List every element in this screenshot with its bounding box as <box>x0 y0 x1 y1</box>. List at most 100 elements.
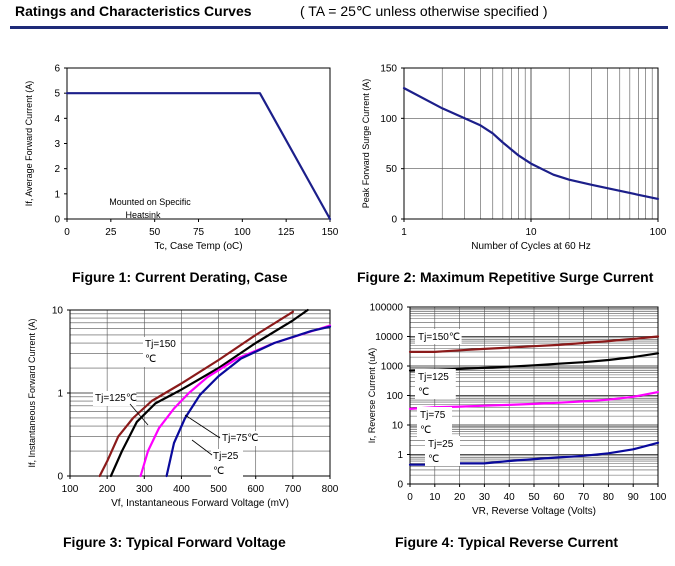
y-tick-label: 150 <box>380 64 397 75</box>
y-tick-label: 0 <box>57 472 63 483</box>
curve-label-tj: Tj=25 <box>428 439 454 450</box>
x-tick-label: 125 <box>278 227 295 238</box>
y-tick-label: 100 <box>386 391 403 402</box>
curve-label-tj: ℃ <box>420 425 431 436</box>
y-tick-label: 0 <box>54 215 60 226</box>
fig2-chart: 1 10 100 0 50 100 150 Number of Cycles at 60 Hz… <box>361 64 667 253</box>
x-tick-label: 200 <box>99 484 116 495</box>
figure1-caption: Figure 1: Current Derating, Case <box>72 269 288 285</box>
curve-label-tj: ℃ <box>428 454 439 465</box>
curve-label-tj: Tj=150 <box>145 339 176 350</box>
x-tick-label: 30 <box>479 492 491 503</box>
fig4-series-0-line <box>408 335 660 353</box>
curve-label-tj: Tj=150℃ <box>418 332 460 343</box>
y-tick-label: 1 <box>397 450 403 461</box>
x-tick-label: 1 <box>401 227 407 238</box>
curve-label-leader <box>184 414 221 439</box>
x-tick-label: 0 <box>64 227 70 238</box>
x-tick-label: 90 <box>628 492 640 503</box>
x-tick-label: 300 <box>136 484 153 495</box>
y-axis-label: Ir, Reverse Current (uA) <box>367 348 377 444</box>
y-tick-label: 1 <box>54 189 60 200</box>
curve-label-tj: Tj=75℃ <box>222 433 259 444</box>
curve-label-tj: Tj=125 <box>418 372 449 383</box>
y-tick-label: 2 <box>54 164 60 175</box>
x-tick-label: 600 <box>247 484 264 495</box>
x-tick-label: 10 <box>429 492 441 503</box>
x-tick-label: 500 <box>210 484 227 495</box>
y-tick-label: 6 <box>54 64 60 75</box>
x-tick-label: 0 <box>407 492 413 503</box>
curve-label-tj: ℃ <box>145 354 156 365</box>
curve-label-tj: Tj=125℃ <box>95 393 137 404</box>
page-title: Ratings and Characteristics Curves <box>15 3 252 19</box>
y-axis-label: If, Instantaneous Forward Current (A) <box>27 318 37 467</box>
y-tick-label: 10 <box>52 306 64 317</box>
curve-label-bg <box>417 407 452 437</box>
curve-label-bg <box>220 431 258 446</box>
y-tick-label: 5 <box>54 89 60 100</box>
figure3-caption: Figure 3: Typical Forward Voltage <box>63 534 286 550</box>
x-tick-label: 800 <box>322 484 339 495</box>
fig1-plot-frame <box>66 67 331 220</box>
fig3-chart: 100 200 300 400 500 600 700 800 0 1 10 Vf, Instanta… <box>27 306 339 510</box>
curve-label-bg <box>425 436 460 466</box>
x-axis-label: Number of Cycles at 60 Hz <box>471 241 591 252</box>
y-axis-label: If, Average Forward Current (A) <box>24 81 34 206</box>
curve-label-bg <box>143 337 181 367</box>
y-tick-label: 100000 <box>370 303 404 314</box>
curve-label-bg <box>415 329 462 344</box>
y-tick-label: 3 <box>54 139 60 150</box>
x-tick-label: 400 <box>173 484 190 495</box>
x-tick-label: 40 <box>504 492 516 503</box>
fig4-series-2-line <box>408 391 660 410</box>
fig1-series-0-line <box>65 92 332 221</box>
y-axis-label: Peak Forward Surge Current (A) <box>361 79 371 209</box>
x-tick-label: 25 <box>105 227 117 238</box>
test-condition: ( TA = 25℃ unless otherwise specified ) <box>300 3 548 19</box>
fig3-series-1-line <box>109 308 309 478</box>
curve-label-tj: Tj=25 <box>213 451 239 462</box>
x-tick-label: 100 <box>650 227 667 238</box>
x-axis-label: Tc, Case Temp (oC) <box>154 241 242 252</box>
fig1-note-line2: Heatsink <box>125 210 161 220</box>
y-tick-label: 0 <box>391 215 397 226</box>
y-tick-label: 1000 <box>381 362 404 373</box>
curve-label-leader <box>129 403 149 426</box>
fig3-series-0-line <box>98 310 294 478</box>
curve-label-tj: Tj=75 <box>420 410 446 421</box>
x-axis-label: Vf, Instantaneous Forward Voltage (mV) <box>111 498 289 509</box>
header-rule <box>10 26 668 29</box>
y-tick-label: 4 <box>54 114 60 125</box>
x-tick-label: 700 <box>285 484 302 495</box>
x-tick-label: 50 <box>149 227 161 238</box>
y-tick-label: 100 <box>380 114 397 125</box>
y-tick-label: 50 <box>386 164 398 175</box>
fig3-series-3-line <box>165 325 332 478</box>
curve-label-tj: ℃ <box>213 466 224 477</box>
curve-label-bg <box>93 391 137 406</box>
curve-label-tj: ℃ <box>418 387 429 398</box>
fig1-chart: 0 25 50 75 100 125 150 0 1 2 3 4 5 6 Tc, Case Temp (oC… <box>24 64 339 253</box>
fig1-note-line1: Mounted on Specific <box>109 197 191 207</box>
fig2-series-0-line <box>402 86 660 200</box>
figure2-caption: Figure 2: Maximum Repetitive Surge Curre… <box>357 269 654 285</box>
x-tick-label: 100 <box>650 492 667 503</box>
y-tick-label: 1 <box>57 389 63 400</box>
x-tick-label: 50 <box>528 492 540 503</box>
x-tick-label: 20 <box>454 492 466 503</box>
x-tick-label: 100 <box>62 484 79 495</box>
y-tick-label: 10 <box>392 421 404 432</box>
figure4-caption: Figure 4: Typical Reverse Current <box>395 534 619 550</box>
y-tick-label: 10000 <box>375 332 403 343</box>
x-tick-label: 10 <box>525 227 537 238</box>
x-tick-label: 75 <box>193 227 205 238</box>
x-tick-label: 70 <box>578 492 590 503</box>
fig4-chart: 0 10 20 30 40 50 60 70 80 90 100011010010001000010… <box>367 303 667 518</box>
x-tick-label: 80 <box>603 492 615 503</box>
x-tick-label: 100 <box>234 227 251 238</box>
y-tick-label: 0 <box>397 480 403 491</box>
fig2-grid <box>404 68 658 219</box>
x-axis-label: VR, Reverse Voltage (Volts) <box>472 506 596 517</box>
